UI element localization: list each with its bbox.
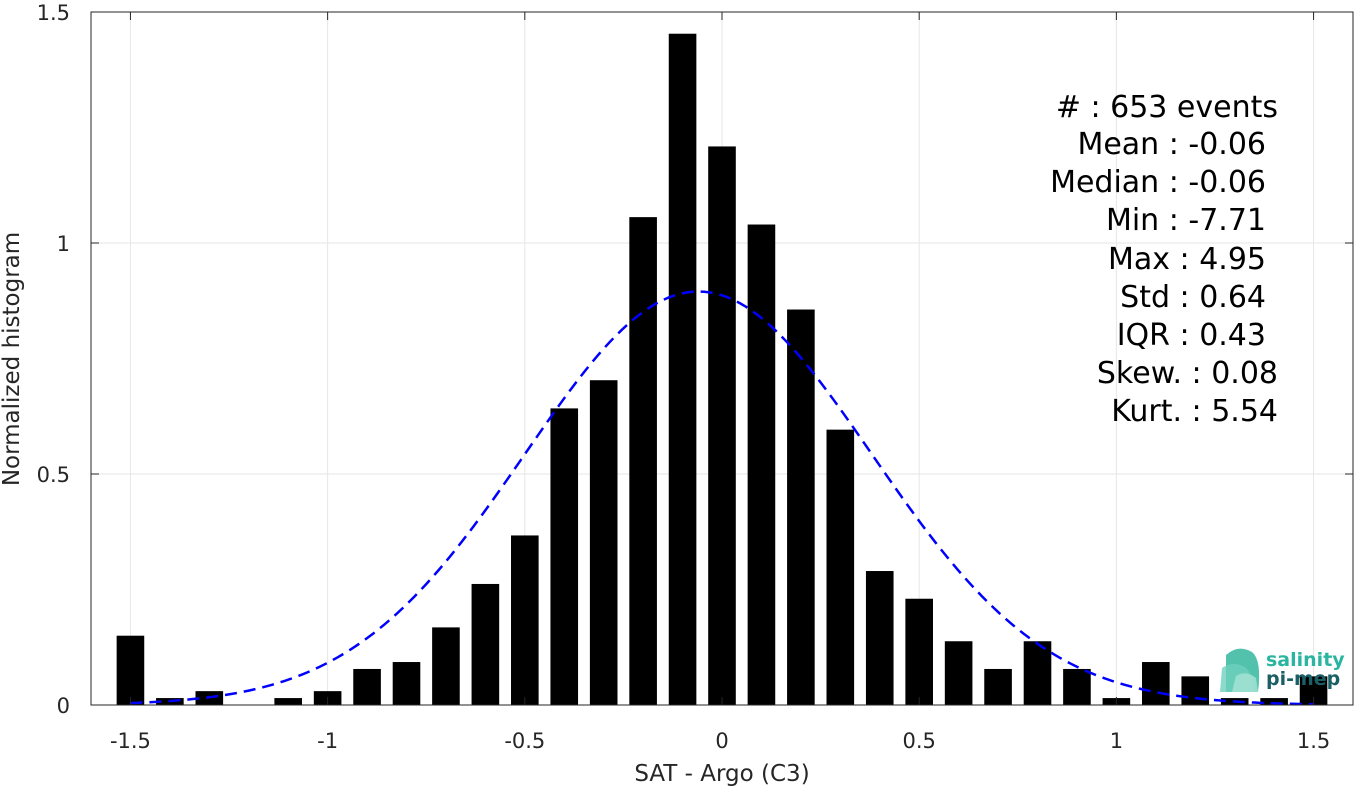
y-tick-label: 1 — [57, 232, 70, 256]
stat-max: Max : 4.95 — [1108, 242, 1266, 277]
histogram-bar — [826, 429, 855, 705]
stat-kurt: Kurt. : 5.54 — [1111, 394, 1278, 429]
histogram-bar — [668, 33, 697, 706]
logo-text-pimep: pi-mep — [1266, 668, 1340, 690]
stat-events: # : 653 events — [1056, 90, 1278, 125]
y-tick-labels: 0 0.5 1 1.5 — [37, 1, 70, 718]
wave-logo-icon — [1220, 648, 1260, 692]
histogram-bar — [944, 641, 973, 705]
histogram-bar — [550, 408, 579, 705]
y-tick-label: 0 — [57, 694, 70, 718]
histogram-bar — [629, 217, 657, 706]
histogram-bar — [905, 598, 933, 705]
y-tick-label: 0.5 — [37, 463, 70, 487]
histogram-bar — [708, 146, 736, 705]
histogram-bar — [392, 662, 421, 705]
x-tick-labels: -1.5 -1 -0.5 0 0.5 1 1.5 — [110, 729, 1330, 753]
y-axis-label: Normalized histogram — [0, 232, 25, 486]
stat-mean: Mean : -0.06 — [1077, 127, 1266, 162]
histogram-bar — [511, 535, 539, 705]
x-tick-label: 1.5 — [1297, 729, 1330, 753]
normal-fit-curve — [130, 290, 1314, 706]
stat-iqr: IQR : 0.43 — [1117, 318, 1266, 353]
x-tick-label: 0.5 — [902, 729, 935, 753]
histogram-bar — [432, 627, 460, 705]
x-tick-label: -1 — [317, 729, 338, 753]
statistics-box: # : 653 events Mean : -0.06 Median : -0.… — [1050, 90, 1278, 429]
histogram-bar — [787, 309, 815, 705]
histogram-bar — [865, 571, 894, 705]
stat-min: Min : -7.71 — [1106, 203, 1266, 238]
x-tick-label: 1 — [1110, 729, 1123, 753]
y-tick-label: 1.5 — [37, 1, 70, 25]
logo-text-salinity: salinity — [1266, 649, 1345, 671]
salinity-pimep-logo: salinity pi-mep — [1220, 648, 1345, 692]
x-tick-label: -1.5 — [110, 729, 151, 753]
histogram-bar — [984, 668, 1012, 705]
stat-median: Median : -0.06 — [1050, 165, 1266, 200]
histogram-bar — [1181, 676, 1210, 705]
stat-skew: Skew. : 0.08 — [1097, 356, 1278, 391]
x-axis-label: SAT - Argo (C3) — [634, 761, 809, 787]
bars — [116, 33, 1328, 706]
histogram-bar — [1063, 668, 1091, 705]
x-tick-label: -0.5 — [504, 729, 545, 753]
histogram-bar — [353, 668, 381, 705]
histogram-bar — [274, 698, 302, 705]
stat-std: Std : 0.64 — [1120, 280, 1266, 315]
x-tick-label: 0 — [715, 729, 728, 753]
histogram-bar — [471, 583, 500, 705]
histogram-bar — [589, 380, 618, 705]
histogram-bar — [1023, 641, 1052, 705]
histogram-bar — [1142, 662, 1170, 705]
axis-ticks — [91, 11, 1353, 706]
histogram-bar — [1260, 698, 1288, 705]
histogram-bar — [116, 635, 145, 705]
histogram-bar — [747, 224, 776, 705]
